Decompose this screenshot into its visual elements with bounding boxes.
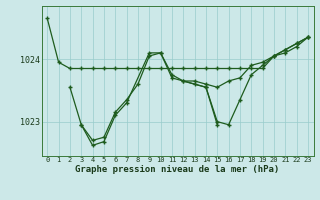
X-axis label: Graphe pression niveau de la mer (hPa): Graphe pression niveau de la mer (hPa) (76, 165, 280, 174)
